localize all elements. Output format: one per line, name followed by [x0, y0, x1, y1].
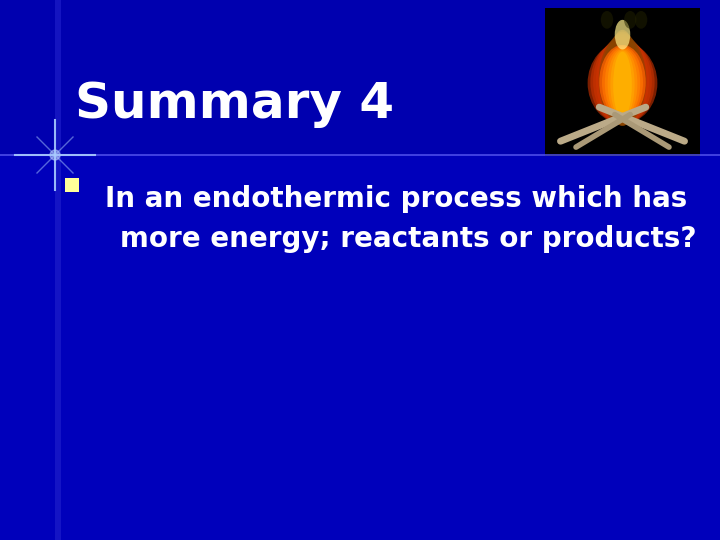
Ellipse shape	[611, 50, 634, 118]
Ellipse shape	[613, 52, 632, 118]
Ellipse shape	[601, 33, 644, 125]
Ellipse shape	[596, 37, 649, 125]
Ellipse shape	[635, 11, 647, 29]
Ellipse shape	[593, 39, 652, 124]
Circle shape	[50, 150, 60, 160]
Ellipse shape	[588, 43, 657, 124]
Bar	[545, 8, 700, 156]
Ellipse shape	[608, 49, 637, 119]
Bar	[65, 178, 79, 192]
Ellipse shape	[605, 48, 640, 119]
Ellipse shape	[624, 11, 636, 29]
Ellipse shape	[599, 45, 646, 119]
Ellipse shape	[607, 30, 638, 126]
Ellipse shape	[615, 20, 630, 50]
Text: Summary 4: Summary 4	[75, 80, 394, 128]
Ellipse shape	[600, 11, 613, 29]
Bar	[55, 0, 61, 540]
Ellipse shape	[599, 35, 647, 125]
Ellipse shape	[602, 46, 643, 119]
Ellipse shape	[604, 32, 641, 126]
Text: more energy; reactants or products?: more energy; reactants or products?	[120, 225, 696, 253]
Bar	[0, 0, 720, 155]
Ellipse shape	[590, 40, 654, 124]
Text: In an endothermic process which has: In an endothermic process which has	[105, 185, 688, 213]
